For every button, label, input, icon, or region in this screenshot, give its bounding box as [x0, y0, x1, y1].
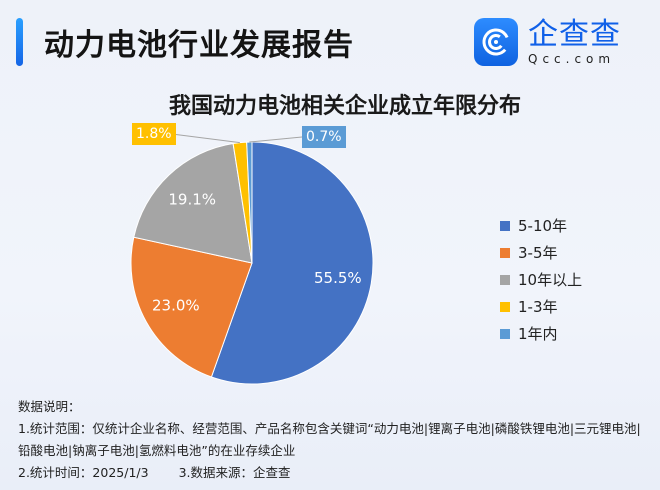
pie-slice	[210, 141, 374, 385]
leader-line	[171, 133, 240, 144]
pie-slice	[133, 142, 253, 264]
notes-time-source: 2.统计时间：2025/1/3 3.数据来源：企查查	[18, 465, 291, 480]
legend-swatch	[500, 220, 510, 231]
legend-item-10plus: 10年以上	[500, 266, 582, 293]
label-under-1-year: 0.7%	[302, 126, 346, 148]
logo-text-en: Qcc.com	[528, 51, 616, 66]
label-1-3-years: 1.8%	[132, 123, 176, 145]
slice-label: 19.1%	[168, 191, 216, 209]
leader-line	[249, 136, 303, 143]
data-notes: 数据说明： 1.统计范围：仅统计企业名称、经营范围、产品名称包含关键词“动力电池…	[18, 396, 648, 484]
legend-swatch	[500, 247, 510, 258]
chart-legend: 5-10年 3-5年 10年以上 1-3年 1年内	[500, 212, 582, 347]
legend-item-1-3: 1-3年	[500, 293, 582, 320]
legend-item-5-10: 5-10年	[500, 212, 582, 239]
legend-swatch	[500, 274, 510, 285]
pie-slice	[130, 236, 253, 378]
legend-swatch	[500, 301, 510, 312]
notes-heading: 数据说明：	[18, 399, 81, 414]
slice-label: 23.0%	[152, 296, 200, 314]
notes-scope: 1.统计范围：仅统计企业名称、经营范围、产品名称包含关键词“动力电池|锂离子电池…	[18, 421, 641, 458]
page-title: 动力电池行业发展报告	[44, 28, 354, 63]
qcc-logo: 企查查 Qcc.com	[474, 18, 621, 66]
legend-item-3-5: 3-5年	[500, 239, 582, 266]
chart-title: 我国动力电池相关企业成立年限分布	[168, 94, 521, 119]
slice-label: 55.5%	[314, 269, 362, 287]
header-accent-bar	[16, 18, 23, 66]
logo-text-cn: 企查查	[528, 16, 621, 52]
legend-item-under-1: 1年内	[500, 320, 582, 347]
qcc-logo-icon	[474, 18, 518, 66]
legend-swatch	[500, 328, 510, 339]
